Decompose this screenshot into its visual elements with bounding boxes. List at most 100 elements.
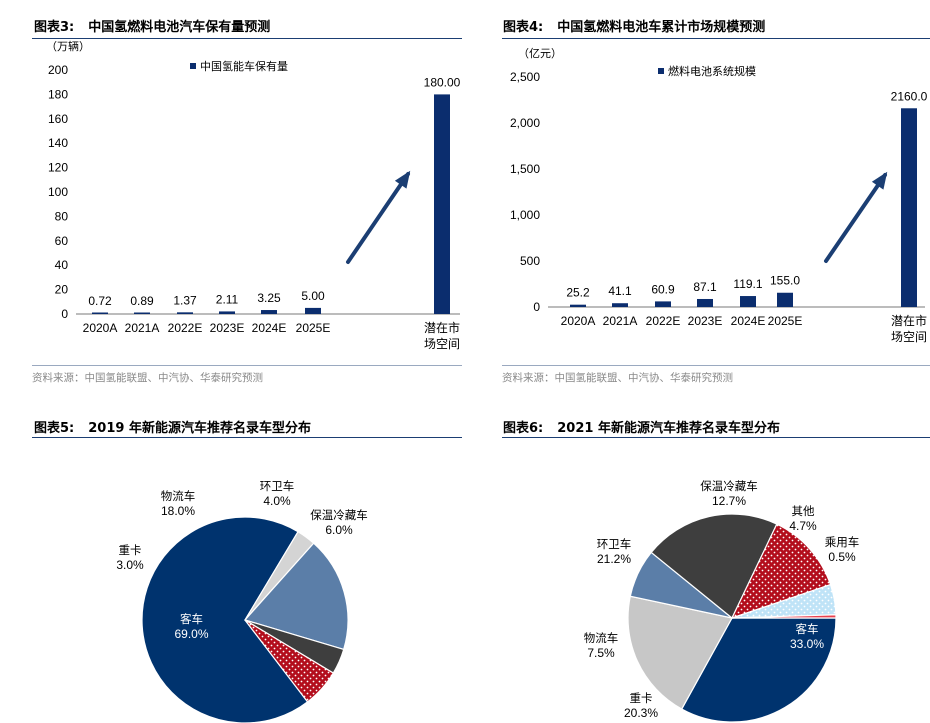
y-tick-label: 180 <box>48 87 68 101</box>
x-tick-label: 潜在市 <box>891 313 927 328</box>
slice-percent-label: 7.5% <box>587 646 615 660</box>
x-tick-label: 2025E <box>296 321 331 335</box>
slice-percent-label: 3.0% <box>116 558 144 572</box>
y-tick-label: 200 <box>48 63 68 77</box>
pie-slice <box>680 617 837 723</box>
bar <box>740 296 756 307</box>
figure-4-title: 图表4: 中国氢燃料电池车累计市场规模预测 <box>503 16 765 35</box>
y-tick-label: 80 <box>55 209 69 223</box>
slice-category-label: 客车 <box>796 622 819 636</box>
figure-4-rule <box>502 38 930 39</box>
pie-slice <box>244 619 335 703</box>
bar-value-label: 155.0 <box>770 274 800 288</box>
bar <box>261 310 277 314</box>
slice-percent-label: 21.2% <box>597 552 631 566</box>
figure-4-source-rule <box>502 365 930 366</box>
legend-label: 燃料电池系统规模 <box>668 64 756 78</box>
bar <box>655 301 671 307</box>
y-tick-label: 60 <box>55 234 69 248</box>
y-tick-label: 0 <box>61 307 68 321</box>
figure-3-title: 图表3: 中国氢燃料电池汽车保有量预测 <box>34 16 270 35</box>
figure-4-title-text: 中国氢燃料电池车累计市场规模预测 <box>557 20 766 35</box>
slice-category-label: 物流车 <box>161 489 196 503</box>
y-unit-label: （万辆） <box>46 39 90 53</box>
y-tick-label: 2,500 <box>510 70 540 84</box>
slice-percent-label: 6.0% <box>325 523 353 537</box>
legend-swatch <box>190 63 196 69</box>
slice-category-label: 环卫车 <box>260 479 295 493</box>
trend-arrow-shaft <box>824 173 887 263</box>
bar <box>177 312 193 314</box>
trend-arrow-head <box>871 171 888 190</box>
slice-percent-label: 4.0% <box>263 494 291 508</box>
bar <box>901 108 917 307</box>
pie-slice <box>731 614 837 619</box>
slice-category-label: 环卫车 <box>597 537 632 551</box>
figure-3-rule <box>32 38 462 39</box>
slice-category-label: 其他 <box>792 504 815 518</box>
bar <box>305 307 321 314</box>
slice-category-label: 保温冷藏车 <box>310 508 368 522</box>
bar-value-label: 25.2 <box>566 286 590 300</box>
y-tick-label: 120 <box>48 161 68 175</box>
bar <box>92 312 108 314</box>
bar <box>434 94 450 315</box>
x-tick-label: 2020A <box>561 314 596 328</box>
y-tick-label: 140 <box>48 136 68 150</box>
x-tick-label: 2024E <box>731 314 766 328</box>
y-tick-label: 1,000 <box>510 208 540 222</box>
slice-percent-label: 18.0% <box>161 504 195 518</box>
slice-category-label: 重卡 <box>630 691 653 705</box>
bar-value-label: 0.89 <box>130 294 154 308</box>
x-tick-label: 2021A <box>125 321 160 335</box>
slice-category-label: 物流车 <box>584 631 619 645</box>
bar-value-label: 1.37 <box>173 293 197 307</box>
slice-category-label: 客车 <box>180 612 203 626</box>
figure-4-number: 图表4: <box>503 20 544 35</box>
bar-value-label: 87.1 <box>693 280 717 294</box>
bar <box>570 304 586 307</box>
figure-3-source-rule <box>32 365 462 366</box>
figure-4-bar-chart: （亿元） 0 500 1,000 1,500 2,000 2,500 燃料电池系统规模 25.2… <box>510 47 928 344</box>
legend-swatch <box>658 68 664 74</box>
figure-4-source: 资料来源：中国氢能联盟、中汽协、华泰研究预测 <box>502 372 733 384</box>
legend-label: 中国氢能车保有量 <box>200 59 288 73</box>
bar <box>612 303 628 307</box>
y-tick-label: 0 <box>533 300 540 314</box>
x-tick-label: 2022E <box>168 321 203 335</box>
figure-3-bar-chart: （万辆） 0 20 40 60 80 100 120 140 160 180 200 中国氢能车保有量 0… <box>46 39 461 351</box>
x-tick-label: 2025E <box>768 314 803 328</box>
slice-category-label: 乘用车 <box>825 535 860 549</box>
trend-arrow-shaft <box>346 172 410 264</box>
pie-slice <box>243 542 349 651</box>
figure-6-number: 图表6: <box>503 421 544 436</box>
slice-percent-label: 33.0% <box>790 637 824 651</box>
bar-value-label: 2.11 <box>216 292 239 306</box>
bar-value-label: 180.00 <box>424 75 461 89</box>
figure-3-source: 资料来源：中国氢能联盟、中汽协、华泰研究预测 <box>32 372 263 384</box>
slice-category-label: 重卡 <box>119 543 142 557</box>
bar <box>219 311 235 314</box>
bar <box>777 292 793 307</box>
y-tick-label: 160 <box>48 112 68 126</box>
bar-value-label: 41.1 <box>608 284 632 298</box>
y-tick-label: 40 <box>55 258 69 272</box>
x-tick-label: 场空间 <box>891 330 927 344</box>
x-tick-label: 2023E <box>210 321 245 335</box>
bar-value-label: 60.9 <box>651 282 675 296</box>
y-tick-label: 100 <box>48 185 68 199</box>
bar <box>697 298 713 307</box>
y-tick-label: 500 <box>520 254 540 268</box>
slice-percent-label: 69.0% <box>175 627 209 641</box>
x-tick-label: 2022E <box>646 314 681 328</box>
y-tick-label: 2,000 <box>510 116 540 130</box>
x-tick-label: 2020A <box>83 321 118 335</box>
x-tick-label: 场空间 <box>424 337 460 351</box>
bar-value-label: 2160.0 <box>891 89 928 103</box>
figure-5-rule <box>32 437 462 438</box>
figure-3-number: 图表3: <box>34 20 75 35</box>
x-tick-label: 2021A <box>603 314 638 328</box>
figure-5-number: 图表5: <box>34 421 75 436</box>
